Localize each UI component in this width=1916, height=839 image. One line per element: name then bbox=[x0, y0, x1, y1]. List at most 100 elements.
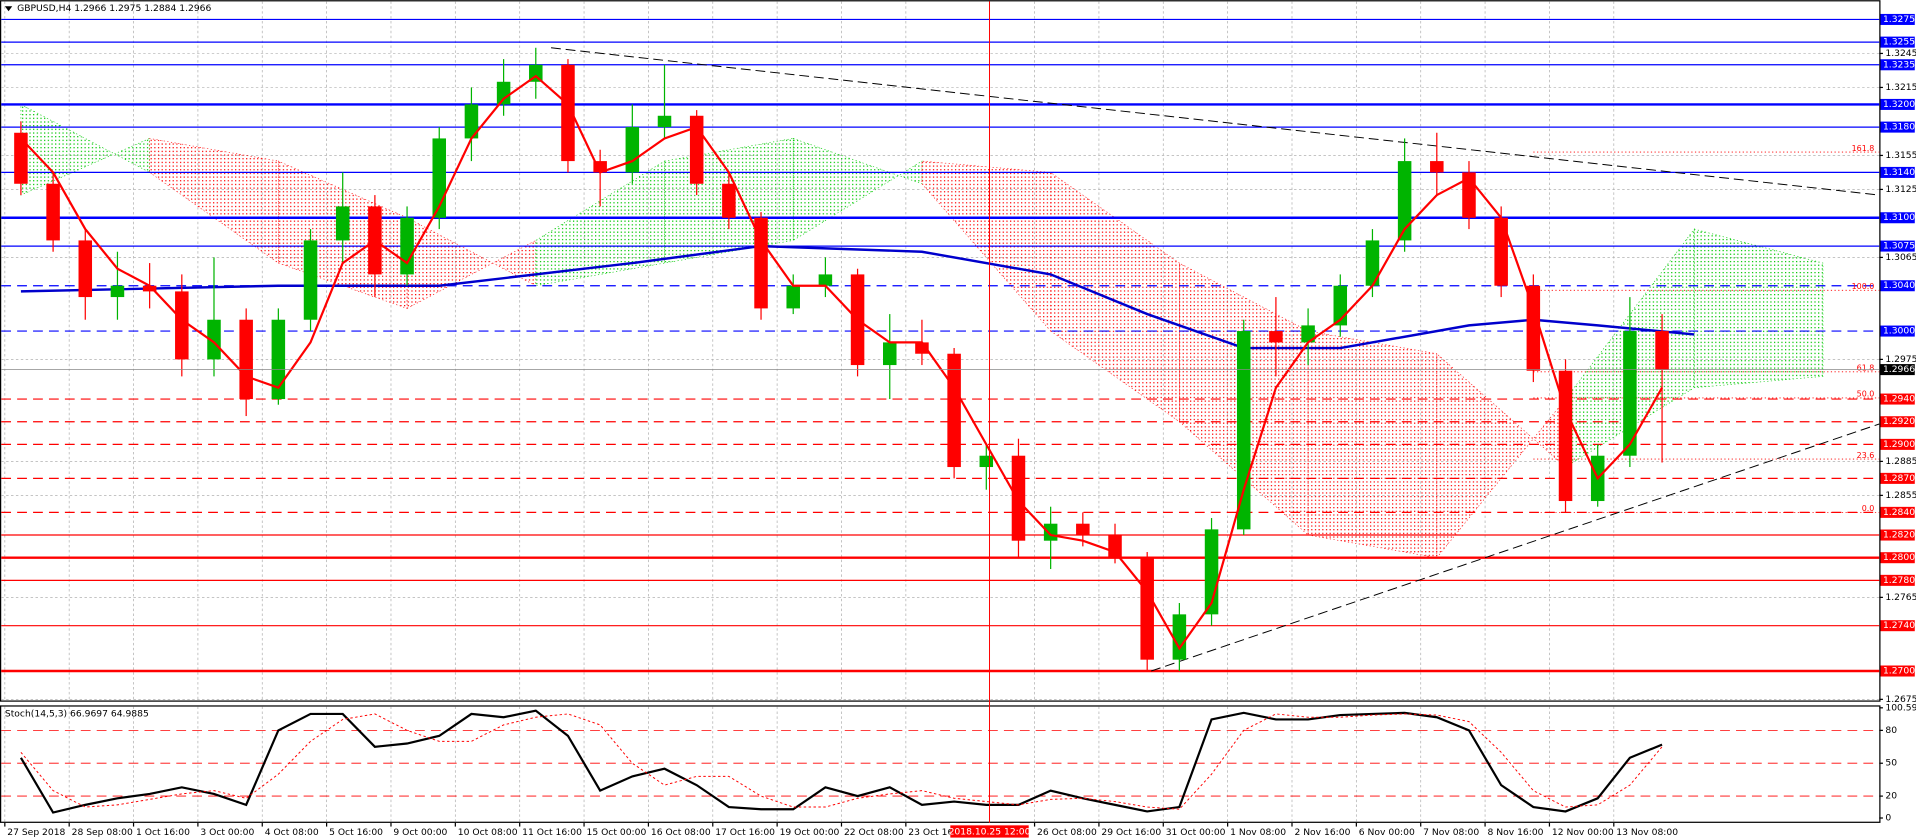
candle-body bbox=[1365, 240, 1380, 286]
level-label-box bbox=[1880, 574, 1915, 586]
y-tick-label: 1.3215 bbox=[1885, 82, 1916, 93]
x-tick-label: 2 Nov 16:00 bbox=[1294, 827, 1350, 838]
x-tick-label: 22 Oct 08:00 bbox=[844, 827, 904, 838]
menu-arrow[interactable] bbox=[4, 6, 13, 12]
x-tick-label: 5 Oct 16:00 bbox=[329, 827, 383, 838]
level-label-box bbox=[1880, 552, 1915, 564]
x-tick-label: 8 Nov 16:00 bbox=[1488, 827, 1544, 838]
level-label: 1.3075 bbox=[1883, 241, 1915, 252]
level-label: 1.3255 bbox=[1883, 37, 1915, 48]
level-label: 1.2740 bbox=[1883, 620, 1915, 631]
y-tick-label: 0 bbox=[1885, 813, 1891, 824]
x-tick-label: 9 Oct 00:00 bbox=[393, 827, 447, 838]
candle-body bbox=[657, 115, 672, 128]
x-tick-label: 4 Oct 08:00 bbox=[265, 827, 319, 838]
candle-body bbox=[1397, 161, 1412, 241]
y-tick-label: 1.2765 bbox=[1885, 592, 1916, 603]
level-label-box bbox=[1880, 166, 1915, 178]
candle-body bbox=[1494, 217, 1508, 286]
level-label: 1.3180 bbox=[1883, 122, 1915, 133]
level-label-box bbox=[1880, 472, 1915, 484]
y-tick-label: 1.3155 bbox=[1885, 150, 1916, 161]
y-tick-label: 1.3245 bbox=[1885, 48, 1916, 59]
x-tick-label: 16 Oct 08:00 bbox=[651, 827, 711, 838]
x-tick-label: 31 Oct 00:00 bbox=[1166, 827, 1226, 838]
level-label-box bbox=[1880, 13, 1915, 25]
level-label-box bbox=[1880, 393, 1915, 405]
y-tick-label: 1.2975 bbox=[1885, 354, 1916, 365]
candle-body bbox=[915, 342, 929, 354]
fibo-label: 23.6 bbox=[1857, 451, 1875, 460]
x-tick-label: 26 Oct 08:00 bbox=[1037, 827, 1097, 838]
y-tick-label: 20 bbox=[1885, 791, 1897, 802]
x-tick-label: 12 Nov 00:00 bbox=[1552, 827, 1614, 838]
level-label-box bbox=[1880, 506, 1915, 518]
fibo-label: 61.8 bbox=[1857, 364, 1875, 373]
x-tick-label: 1 Nov 08:00 bbox=[1230, 827, 1286, 838]
x-tick-label: 7 Nov 08:00 bbox=[1423, 827, 1479, 838]
level-label-box bbox=[1880, 665, 1915, 677]
level-label: 1.3235 bbox=[1883, 59, 1915, 70]
candle-body bbox=[496, 81, 511, 105]
level-label: 1.2870 bbox=[1883, 473, 1915, 484]
candle-body bbox=[1043, 523, 1058, 541]
x-tick-label: 13 Nov 08:00 bbox=[1616, 827, 1678, 838]
candle-body bbox=[1655, 331, 1669, 370]
x-tick-label: 28 Sep 08:00 bbox=[72, 827, 133, 838]
moving-average bbox=[20, 244, 1695, 350]
level-label-box bbox=[1880, 529, 1915, 541]
level-label-box bbox=[1880, 212, 1915, 224]
candle-body bbox=[1236, 331, 1251, 530]
cloud bbox=[149, 138, 279, 264]
price-panel bbox=[0, 0, 1881, 702]
level-label: 1.3040 bbox=[1883, 280, 1915, 291]
candle-body bbox=[78, 240, 93, 298]
x-tick-label: 19 Oct 00:00 bbox=[780, 827, 840, 838]
candle-body bbox=[400, 217, 414, 275]
candle-body bbox=[1108, 535, 1122, 558]
stoch-panel bbox=[0, 705, 1881, 823]
x-tick-label: 27 Sep 2018 bbox=[7, 827, 65, 838]
y-tick-label: 1.2885 bbox=[1885, 456, 1916, 467]
x-tick-label: 29 Oct 16:00 bbox=[1101, 827, 1161, 838]
candle-body bbox=[883, 342, 897, 366]
level-label: 1.2780 bbox=[1883, 575, 1915, 586]
level-label-box bbox=[1880, 36, 1915, 48]
y-tick-label: 1.3065 bbox=[1885, 252, 1916, 263]
trendline bbox=[551, 47, 1880, 196]
candle-body bbox=[1011, 455, 1026, 541]
candle-body bbox=[1526, 285, 1541, 371]
candle-body bbox=[142, 285, 157, 292]
x-tick-label: 15 Oct 00:00 bbox=[587, 827, 647, 838]
candle-body bbox=[464, 104, 479, 139]
crosshair-label: 2018.10.25 12:00 bbox=[949, 827, 1031, 838]
candle-body bbox=[593, 161, 607, 173]
level-label: 1.3140 bbox=[1883, 167, 1915, 178]
level-label: 1.2700 bbox=[1883, 666, 1915, 677]
x-tick-label: 6 Nov 00:00 bbox=[1359, 827, 1415, 838]
cloud bbox=[1693, 228, 1824, 389]
level-label: 1.3100 bbox=[1883, 212, 1915, 223]
candle-body bbox=[335, 206, 350, 241]
level-label: 1.2820 bbox=[1883, 530, 1915, 541]
candle-body bbox=[1269, 331, 1283, 343]
candle-body bbox=[754, 217, 768, 309]
x-tick-label: 10 Oct 08:00 bbox=[458, 827, 518, 838]
candle-body bbox=[271, 319, 286, 400]
candle-body bbox=[239, 319, 253, 400]
level-label: 1.2840 bbox=[1883, 507, 1915, 518]
level-label-box bbox=[1880, 59, 1915, 71]
level-label: 1.3275 bbox=[1883, 14, 1915, 25]
stoch-line bbox=[19, 709, 1663, 814]
candle-body bbox=[722, 183, 736, 218]
x-tick-label: 1 Oct 16:00 bbox=[136, 827, 190, 838]
level-label-box bbox=[1880, 325, 1915, 337]
candle-body bbox=[175, 291, 189, 360]
candle-body bbox=[1430, 161, 1444, 173]
candle-body bbox=[979, 455, 994, 468]
y-tick-label: 100.5931 bbox=[1885, 702, 1916, 713]
last-price-box bbox=[1880, 364, 1915, 376]
level-label: 1.3000 bbox=[1883, 326, 1915, 337]
y-tick-label: 1.2675 bbox=[1885, 694, 1916, 705]
